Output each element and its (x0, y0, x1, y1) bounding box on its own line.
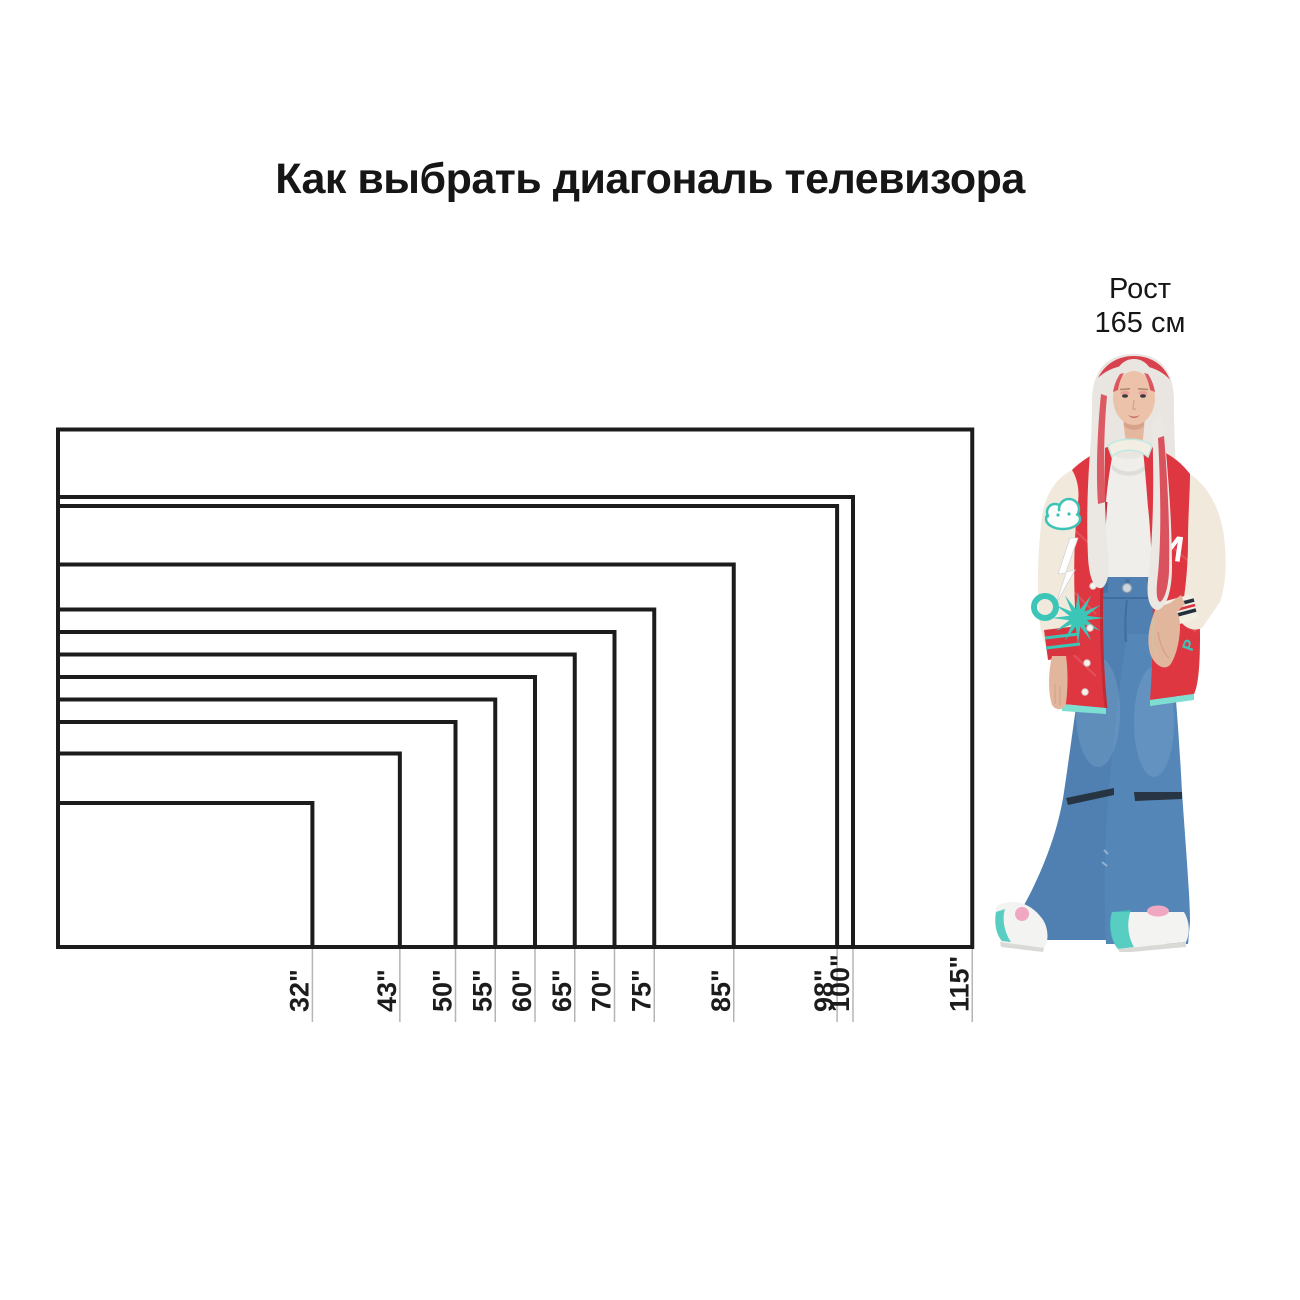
tv-size-label-98: 98" (809, 969, 839, 1012)
ring-patch (1031, 593, 1059, 621)
tv-rect-55 (56, 697, 498, 949)
tv-size-label-115: 115" (944, 956, 974, 1012)
cloud-patch (1044, 497, 1082, 531)
tv-size-label-43: 43" (372, 969, 402, 1012)
face (1112, 359, 1156, 451)
page-title: Как выбрать диагональ телевизора (275, 154, 1025, 203)
tv-size-label-70: 70" (587, 969, 617, 1012)
knee-slit-right (1134, 792, 1182, 801)
cuff-left (1044, 626, 1080, 660)
tv-size-label-85: 85" (706, 969, 736, 1012)
person-height-label: Рост 165 см (1020, 272, 1260, 340)
tv-rect-70 (56, 630, 617, 949)
knee-slit-left (1066, 788, 1114, 805)
tv-size-label-65: 65" (547, 969, 577, 1012)
tv-size-label-75: 75" (626, 969, 656, 1012)
tv-rect-50 (56, 720, 458, 949)
person-height-line1: Рост (1109, 273, 1171, 305)
tv-size-label-100: 100" (825, 954, 855, 1012)
tv-rect-60 (56, 675, 537, 949)
sneakers (995, 901, 1189, 952)
person-height-line2: 165 см (1094, 307, 1186, 339)
tv-rect-75 (56, 607, 657, 949)
tv-rect-43 (56, 751, 402, 949)
person-figure: И Р (995, 354, 1226, 952)
tv-size-label-55: 55" (467, 969, 497, 1012)
hair-front (1087, 394, 1172, 610)
tv-rect-98 (56, 504, 840, 949)
tv-size-label-50: 50" (428, 969, 458, 1012)
tv-rect-85 (56, 562, 736, 949)
starburst-patch (1052, 592, 1104, 644)
hands (1049, 595, 1185, 710)
tv-size-label-32: 32" (284, 969, 314, 1012)
tv-rect-32 (56, 801, 315, 949)
tv-size-label-60: 60" (507, 969, 537, 1012)
lightning-patch (1055, 537, 1079, 605)
